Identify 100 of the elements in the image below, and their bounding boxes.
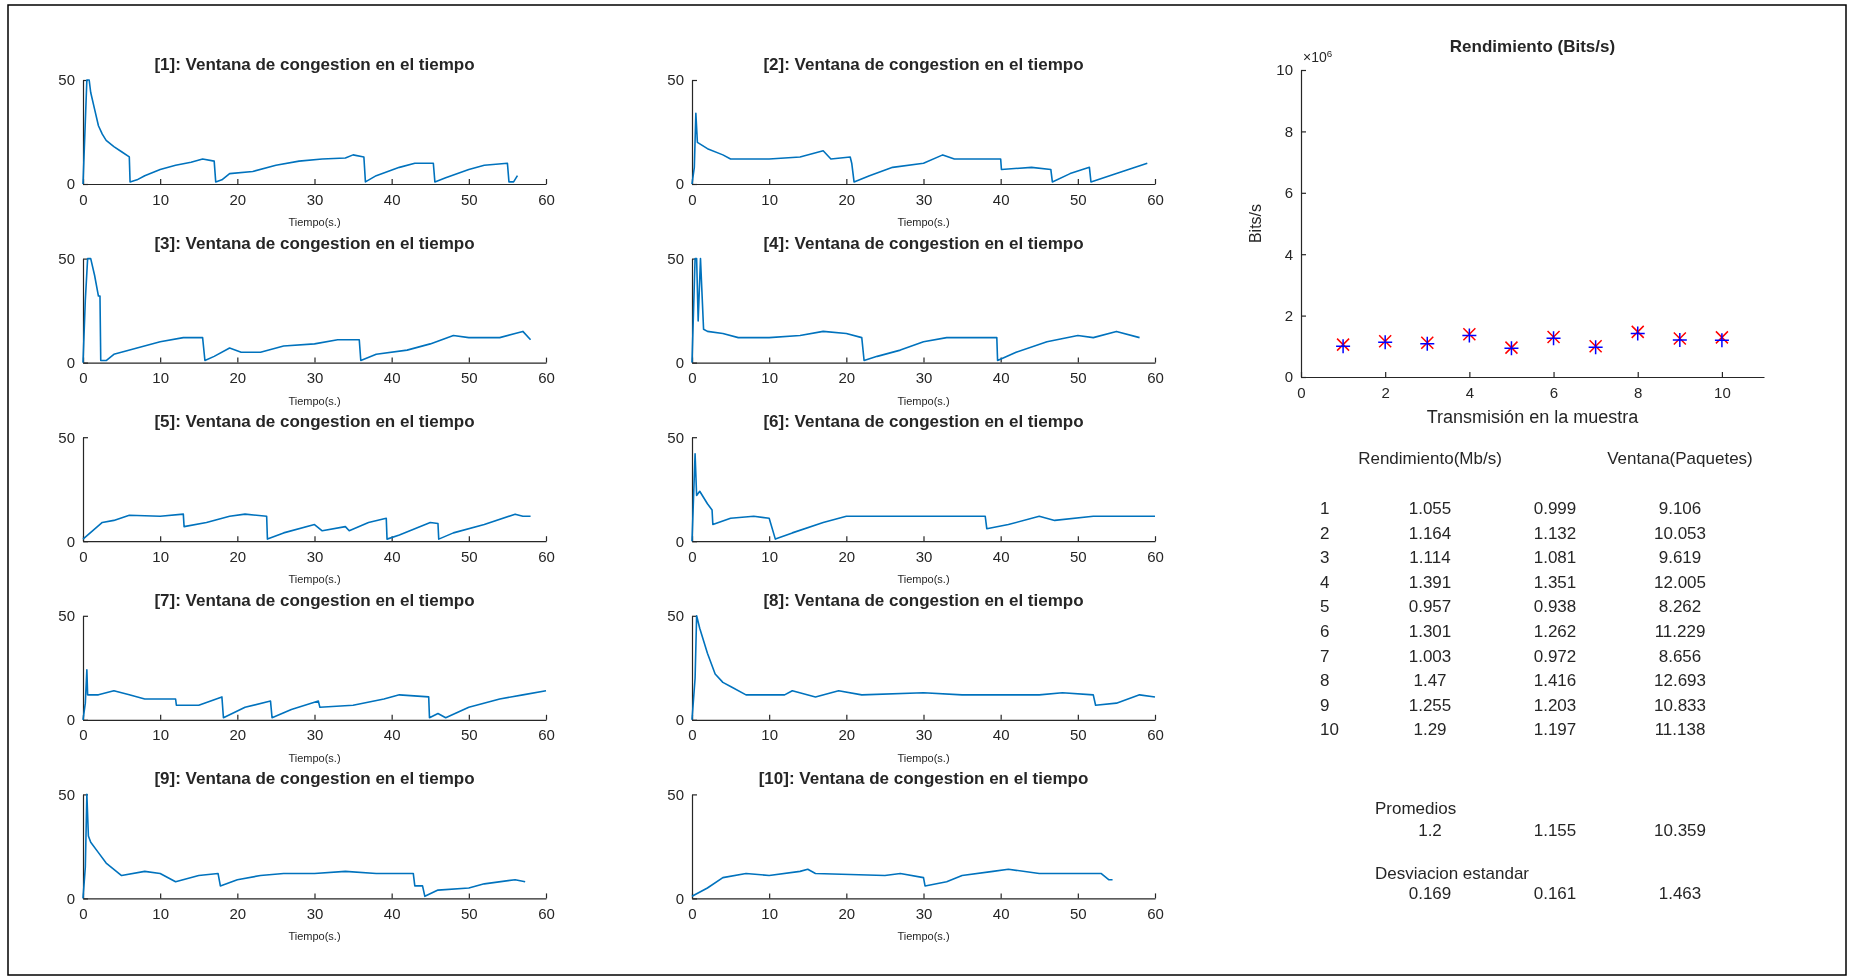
y-tick-label: 50: [667, 249, 684, 267]
x-tick-label: 40: [992, 726, 1010, 744]
x-tick-label: 10: [152, 726, 170, 744]
x-tick-label: 10: [152, 547, 170, 565]
x-axis-title: Tiempo(s.): [897, 751, 950, 764]
text: 1.155: [1533, 821, 1577, 840]
x-tick-label: 0: [79, 905, 88, 923]
data-label: 1.114: [1409, 548, 1451, 568]
y-tick-label: 3: [1320, 548, 1330, 568]
x-axis-title: Tiempo(s.): [288, 216, 341, 228]
y-tick-label: 8: [1320, 671, 1330, 691]
y-tick-label: 4: [1284, 245, 1293, 263]
x-tick-label: 2: [1381, 383, 1390, 401]
y-tick-label: 10: [1276, 61, 1293, 79]
x-tick-label: 10: [152, 369, 170, 387]
y-tick-label: 4: [1320, 572, 1330, 592]
data-label: 1.391: [1408, 572, 1452, 592]
x-tick-label: 0: [688, 726, 697, 744]
y-tick-label: 0: [66, 889, 75, 907]
y-tick-label: 0: [66, 353, 75, 371]
x-tick-label: 0: [688, 547, 697, 565]
data-label: 1.003: [1408, 646, 1452, 666]
x-tick-label: 0: [1297, 383, 1306, 401]
data-label: 1.197: [1533, 720, 1577, 740]
x-tick-label: 20: [229, 726, 247, 744]
chart-title: [3]: Ventana de congestion en el tiempo: [154, 233, 475, 253]
chart-title: Rendimiento (Bits/s): [1449, 37, 1616, 56]
x-tick-label: 30: [306, 369, 324, 387]
y-tick-label: 0: [675, 353, 684, 371]
x-tick-label: 20: [838, 547, 856, 565]
x-tick-label: 10: [1714, 383, 1731, 401]
x-tick-label: 20: [838, 726, 856, 744]
data-label: 12.693: [1654, 671, 1706, 691]
x-tick-label: 10: [761, 905, 779, 923]
y-tick-label: 50: [667, 428, 684, 446]
chart-title: [2]: Ventana de congestion en el tiempo: [763, 55, 1084, 74]
data-label: 9.619: [1658, 548, 1702, 568]
x-tick-label: 50: [1069, 190, 1087, 208]
x-tick-label: 10: [761, 547, 779, 565]
x-tick-label: 20: [229, 369, 247, 387]
x-tick-label: 60: [1147, 547, 1164, 565]
y-tick-label: 50: [58, 785, 75, 803]
data-label: 1.203: [1533, 695, 1577, 715]
line-series: [82, 79, 519, 185]
line-series: [82, 513, 532, 540]
x-tick-label: 50: [460, 726, 478, 744]
data-label: 11.138: [1654, 720, 1706, 740]
x-tick-label: 50: [1069, 547, 1087, 565]
y-tick-label: 2: [1284, 306, 1293, 324]
x-tick-label: 60: [538, 547, 555, 565]
text: 0.169: [1408, 884, 1452, 903]
data-label: 1.29: [1413, 720, 1447, 740]
x-tick-label: 60: [1147, 369, 1164, 387]
x-tick-label: 4: [1465, 383, 1475, 401]
y-tick-label: 0: [675, 175, 684, 193]
x-axis-title: Tiempo(s.): [897, 394, 950, 407]
x-tick-label: 0: [79, 547, 88, 565]
y-tick-label: 50: [58, 428, 75, 446]
data-label: 1.255: [1408, 695, 1452, 715]
x-tick-label: 0: [688, 369, 697, 387]
line-series: [82, 793, 526, 900]
text: 0.161: [1533, 884, 1577, 903]
data-label: 9.106: [1658, 499, 1702, 518]
x-tick-label: 20: [838, 369, 856, 387]
x-tick-label: 10: [152, 190, 170, 208]
x-tick-label: 30: [915, 369, 933, 387]
x-tick-label: 20: [838, 190, 856, 208]
y-tick-label: 2: [1320, 523, 1330, 543]
text: Desviacion estandar: [1375, 864, 1530, 883]
text: 1.463: [1658, 884, 1702, 903]
x-axis-title: Tiempo(s.): [288, 394, 341, 407]
x-tick-label: 6: [1549, 383, 1559, 401]
line-series: [691, 112, 1149, 185]
x-tick-label: 40: [992, 547, 1010, 565]
x-tick-label: 30: [306, 190, 324, 208]
line-series: [691, 257, 1141, 364]
x-tick-label: 30: [915, 190, 933, 208]
y-tick-label: 50: [667, 71, 684, 89]
x-tick-label: 50: [1069, 905, 1087, 923]
x-tick-label: 60: [538, 905, 555, 923]
x-axis-title: Tiempo(s.): [288, 930, 341, 943]
data-label: 1.055: [1408, 499, 1452, 518]
data-label: 1.164: [1408, 523, 1452, 543]
x-tick-label: Rendimiento(Mb/s): [1358, 449, 1502, 468]
x-tick-label: 30: [306, 547, 324, 565]
x-tick-label: 60: [538, 190, 555, 208]
x-tick-label: 40: [383, 190, 401, 208]
y-tick-label: 50: [58, 607, 75, 625]
data-label: 0.999: [1533, 499, 1577, 518]
line-series: [82, 257, 532, 364]
y-tick-label: 50: [667, 607, 684, 625]
data-label: 1.262: [1533, 622, 1577, 641]
data-label: 1.081: [1533, 548, 1577, 568]
x-tick-label: 50: [460, 190, 478, 208]
y-tick-label: 8: [1284, 122, 1293, 140]
y-tick-label: 0: [675, 889, 684, 907]
y-tick-label: 0: [66, 711, 75, 729]
chart-title: [5]: Ventana de congestion en el tiempo: [154, 412, 475, 432]
x-tick-label: 10: [761, 190, 779, 208]
x-tick-label: 40: [383, 547, 401, 565]
